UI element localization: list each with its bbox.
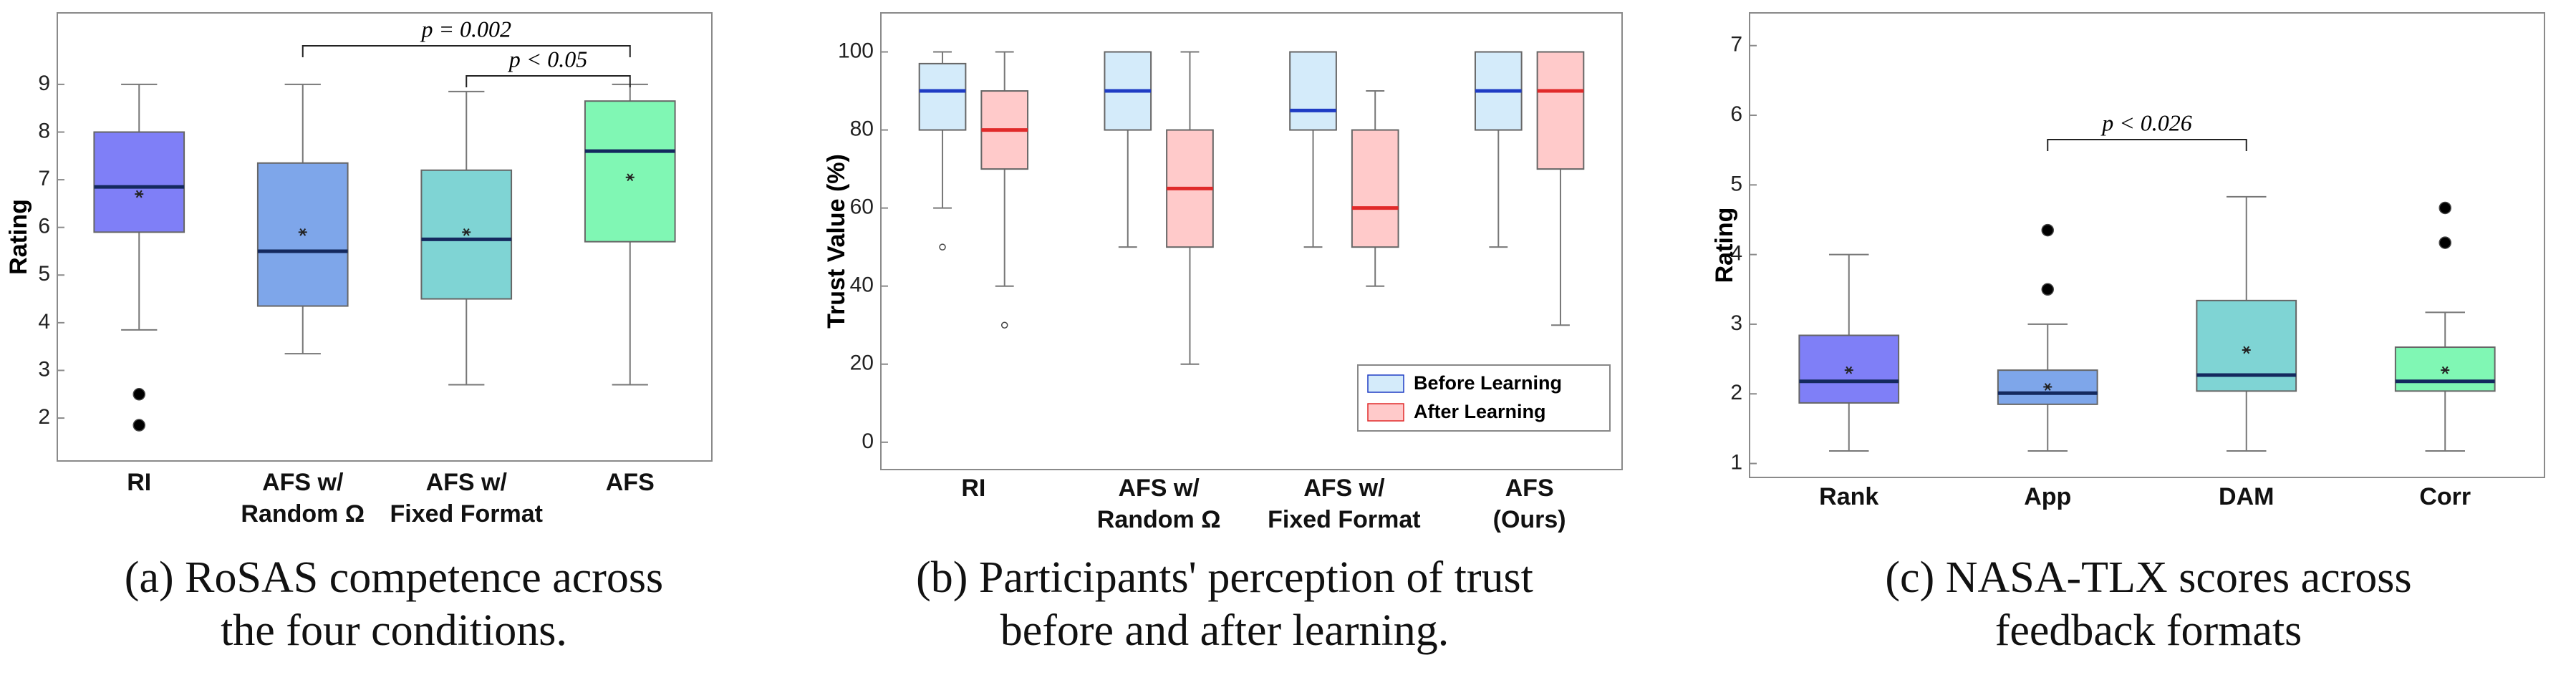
mean-marker xyxy=(462,228,471,236)
box xyxy=(256,162,349,307)
y-tick-label: 8 xyxy=(38,119,50,142)
caption: (b) Participants' perception of trust be… xyxy=(916,553,1533,656)
box xyxy=(918,62,967,131)
box xyxy=(584,100,676,243)
x-tick-label: DAM xyxy=(2219,483,2274,510)
legend-label: Before Learning xyxy=(1414,372,1562,394)
annotation: p < 0.05 xyxy=(508,46,588,72)
y-tick-label: 4 xyxy=(38,310,50,334)
y-tick-label: 7 xyxy=(1730,33,1742,57)
annotation: p = 0.002 xyxy=(420,16,511,42)
y-tick-label: 100 xyxy=(838,39,874,62)
mean-marker xyxy=(2242,346,2251,354)
x-tick-label: AFS w/ Random Ω xyxy=(241,469,365,528)
box xyxy=(1289,51,1337,131)
y-axis-label: Rating xyxy=(1711,208,1738,283)
box xyxy=(93,131,185,233)
y-tick-label: 60 xyxy=(850,195,874,219)
mean-marker xyxy=(1844,366,1853,374)
mean-marker xyxy=(135,190,144,198)
y-tick-label: 4 xyxy=(1730,242,1742,266)
y-tick-label: 2 xyxy=(1730,381,1742,404)
box xyxy=(1351,129,1399,248)
outlier xyxy=(1000,321,1008,329)
outlier xyxy=(939,243,946,251)
annotation: p < 0.026 xyxy=(2100,110,2192,135)
y-tick-label: 40 xyxy=(850,273,874,297)
y-tick-label: 5 xyxy=(38,262,50,286)
mean-marker xyxy=(2043,383,2052,391)
y-tick-label: 3 xyxy=(38,357,50,381)
y-tick-label: 9 xyxy=(38,72,50,95)
box xyxy=(2196,299,2297,392)
outlier xyxy=(132,388,145,401)
plot-frame xyxy=(57,12,713,462)
y-axis-label: Rating xyxy=(5,199,32,275)
mean-marker xyxy=(625,173,635,182)
y-tick-label: 20 xyxy=(850,351,874,375)
x-tick-label: AFS (Ours) xyxy=(1492,475,1566,534)
outlier xyxy=(132,419,145,432)
y-tick-label: 3 xyxy=(1730,311,1742,335)
significance-bracket xyxy=(2047,139,2247,151)
x-tick-label: Corr xyxy=(2419,483,2471,510)
caption: (a) RoSAS competence across the four con… xyxy=(124,553,664,656)
caption: (c) NASA-TLX scores across feedback form… xyxy=(1885,553,2412,656)
x-tick-label: Rank xyxy=(1819,483,1879,510)
x-tick-label: App xyxy=(2024,483,2072,510)
plot-frame xyxy=(1749,12,2545,478)
y-axis-label: Trust Value (%) xyxy=(823,154,850,329)
x-tick-label: AFS w/ Random Ω xyxy=(1096,475,1221,534)
x-tick-label: AFS w/ Fixed Format xyxy=(1268,475,1421,534)
box xyxy=(1536,51,1585,170)
y-tick-label: 6 xyxy=(38,215,50,238)
y-tick-label: 7 xyxy=(38,167,50,190)
legend-swatch xyxy=(1367,403,1404,422)
outlier xyxy=(2438,201,2451,215)
box xyxy=(420,169,513,300)
mean-marker xyxy=(298,228,307,236)
x-tick-label: RI xyxy=(127,469,152,496)
plot-frame xyxy=(880,12,1623,470)
legend-label: After Learning xyxy=(1414,401,1546,422)
x-tick-label: AFS w/ Fixed Format xyxy=(390,469,543,528)
y-tick-label: 0 xyxy=(862,429,874,453)
significance-bracket xyxy=(465,75,631,87)
y-tick-label: 6 xyxy=(1730,102,1742,126)
y-tick-label: 2 xyxy=(38,405,50,429)
x-tick-label: RI xyxy=(961,475,986,502)
mean-marker xyxy=(2441,366,2450,374)
outlier xyxy=(2438,236,2451,249)
outlier xyxy=(2041,283,2054,296)
legend-swatch xyxy=(1367,374,1404,393)
outlier xyxy=(2041,223,2054,237)
y-tick-label: 80 xyxy=(850,117,874,141)
y-tick-label: 1 xyxy=(1730,450,1742,474)
significance-bracket xyxy=(302,45,631,57)
x-tick-label: AFS xyxy=(605,469,655,496)
y-tick-label: 5 xyxy=(1730,172,1742,195)
